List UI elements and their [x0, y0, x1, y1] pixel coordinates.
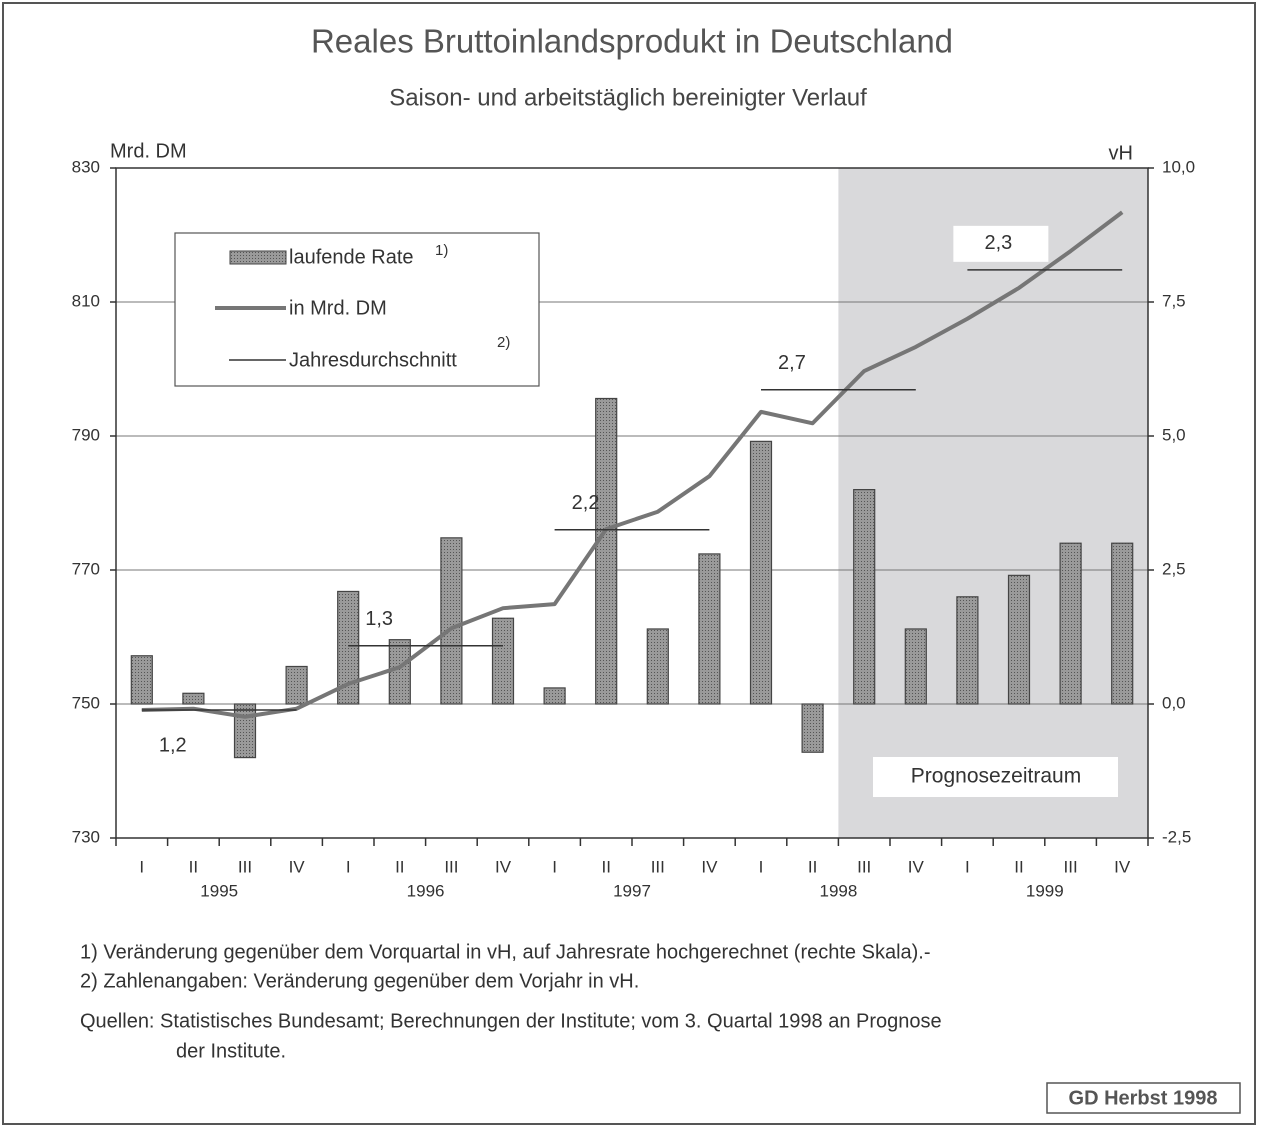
bar — [801, 703, 824, 753]
legend-swatch-bar — [229, 250, 287, 265]
x-tick-label: I — [965, 857, 970, 876]
forecast-label-box — [873, 757, 1118, 797]
y2-tick-label: 7,5 — [1162, 291, 1186, 310]
y-tick-label: 750 — [72, 693, 100, 712]
line — [141, 210, 1124, 719]
x-tick-label: IV — [289, 857, 306, 876]
annual-label: 1,3 — [365, 608, 393, 630]
bar — [904, 628, 927, 705]
chart-title: Reales Bruttoinlandsprodukt in Deutschla… — [311, 23, 953, 60]
bar — [1111, 542, 1134, 705]
bar — [595, 397, 618, 705]
y2-tick-label: 0,0 — [1162, 693, 1186, 712]
x-tick-label: III — [238, 857, 252, 876]
forecast-label: Prognosezeitraum — [911, 765, 1081, 788]
source: Quellen: Statistisches Bundesamt; Berech… — [80, 1010, 942, 1032]
x-tick-label: III — [857, 857, 871, 876]
label-box — [953, 225, 1049, 262]
x-tick-label: III — [444, 857, 458, 876]
forecast-shade — [838, 168, 1148, 838]
bar — [285, 665, 308, 705]
x-tick-label: I — [552, 857, 557, 876]
y2-tick-label: -2,5 — [1162, 827, 1191, 846]
source: der Institute. — [176, 1040, 286, 1062]
bar — [543, 687, 566, 705]
bar — [491, 617, 515, 705]
annual-label: 1,2 — [159, 734, 187, 756]
x-tick-label: IV — [908, 857, 925, 876]
y2-tick-label: 10,0 — [1162, 157, 1195, 176]
bar — [233, 703, 257, 759]
bar — [853, 489, 876, 705]
annual-label: 2,2 — [572, 492, 600, 514]
year-label: 1996 — [407, 881, 445, 900]
y2-tick-label: 5,0 — [1162, 425, 1186, 444]
year-label: 1997 — [613, 881, 651, 900]
chart-subtitle: Saison- und arbeitstäglich bereinigter V… — [389, 84, 867, 111]
x-tick-label: I — [346, 857, 351, 876]
x-tick-label: I — [759, 857, 764, 876]
x-tick-label: III — [651, 857, 665, 876]
bar — [749, 440, 773, 705]
year-label: 1999 — [1026, 881, 1064, 900]
annual-label: 2,7 — [778, 352, 806, 374]
x-tick-label: I — [139, 857, 144, 876]
legend-label: laufende Rate — [289, 246, 414, 268]
bar — [698, 553, 721, 705]
bar — [1007, 574, 1031, 705]
bar — [646, 628, 669, 705]
bar — [440, 537, 463, 705]
year-label: 1998 — [819, 881, 857, 900]
year-label: 1995 — [200, 881, 238, 900]
legend-note: 1) — [435, 242, 448, 259]
x-tick-label: III — [1064, 857, 1078, 876]
x-tick-label: IV — [701, 857, 718, 876]
bar — [130, 655, 153, 705]
x-tick-label: II — [395, 857, 404, 876]
y2-axis-label: vH — [1109, 142, 1133, 164]
x-tick-label: II — [1014, 857, 1023, 876]
footnote: 2) Zahlenangaben: Veränderung gegenüber … — [80, 970, 639, 992]
bar — [956, 596, 979, 705]
badge-box — [1046, 1082, 1241, 1114]
x-tick-label: II — [808, 857, 817, 876]
y-tick-label: 770 — [72, 559, 100, 578]
legend-label: Jahresdurchschnitt — [289, 349, 457, 371]
legend-label: in Mrd. DM — [289, 297, 387, 319]
y-tick-label: 830 — [72, 157, 100, 176]
badge: GD Herbst 1998 — [1069, 1087, 1218, 1109]
y-tick-label: 730 — [72, 827, 100, 846]
bar — [182, 692, 205, 705]
annual-label: 2,3 — [984, 232, 1012, 254]
y2-tick-label: 2,5 — [1162, 559, 1186, 578]
x-tick-label: IV — [1114, 857, 1131, 876]
x-tick-label: II — [189, 857, 198, 876]
legend-note: 2) — [497, 334, 510, 351]
bar — [337, 590, 360, 705]
x-tick-label: IV — [495, 857, 512, 876]
footnote: 1) Veränderung gegenüber dem Vorquartal … — [80, 941, 931, 963]
bar — [1059, 542, 1082, 705]
x-tick-label: II — [601, 857, 610, 876]
bar — [388, 639, 411, 705]
y-axis-label: Mrd. DM — [110, 140, 187, 162]
y-tick-label: 790 — [72, 425, 100, 444]
y-tick-label: 810 — [72, 291, 100, 310]
